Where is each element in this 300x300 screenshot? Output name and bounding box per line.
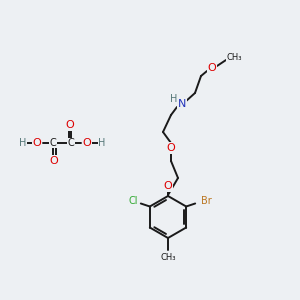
Text: Cl: Cl — [128, 196, 138, 206]
Text: O: O — [167, 143, 176, 153]
Text: O: O — [33, 138, 41, 148]
Text: H: H — [98, 138, 106, 148]
Text: O: O — [208, 63, 216, 73]
Text: CH₃: CH₃ — [160, 253, 176, 262]
Text: N: N — [178, 99, 186, 109]
Text: CH₃: CH₃ — [226, 52, 242, 62]
Text: O: O — [66, 120, 74, 130]
Text: C: C — [50, 138, 56, 148]
Text: Br: Br — [201, 196, 212, 206]
Text: C: C — [68, 138, 74, 148]
Text: H: H — [170, 94, 178, 104]
Text: O: O — [82, 138, 91, 148]
Text: H: H — [19, 138, 27, 148]
Text: O: O — [50, 156, 58, 166]
Text: O: O — [164, 181, 172, 191]
